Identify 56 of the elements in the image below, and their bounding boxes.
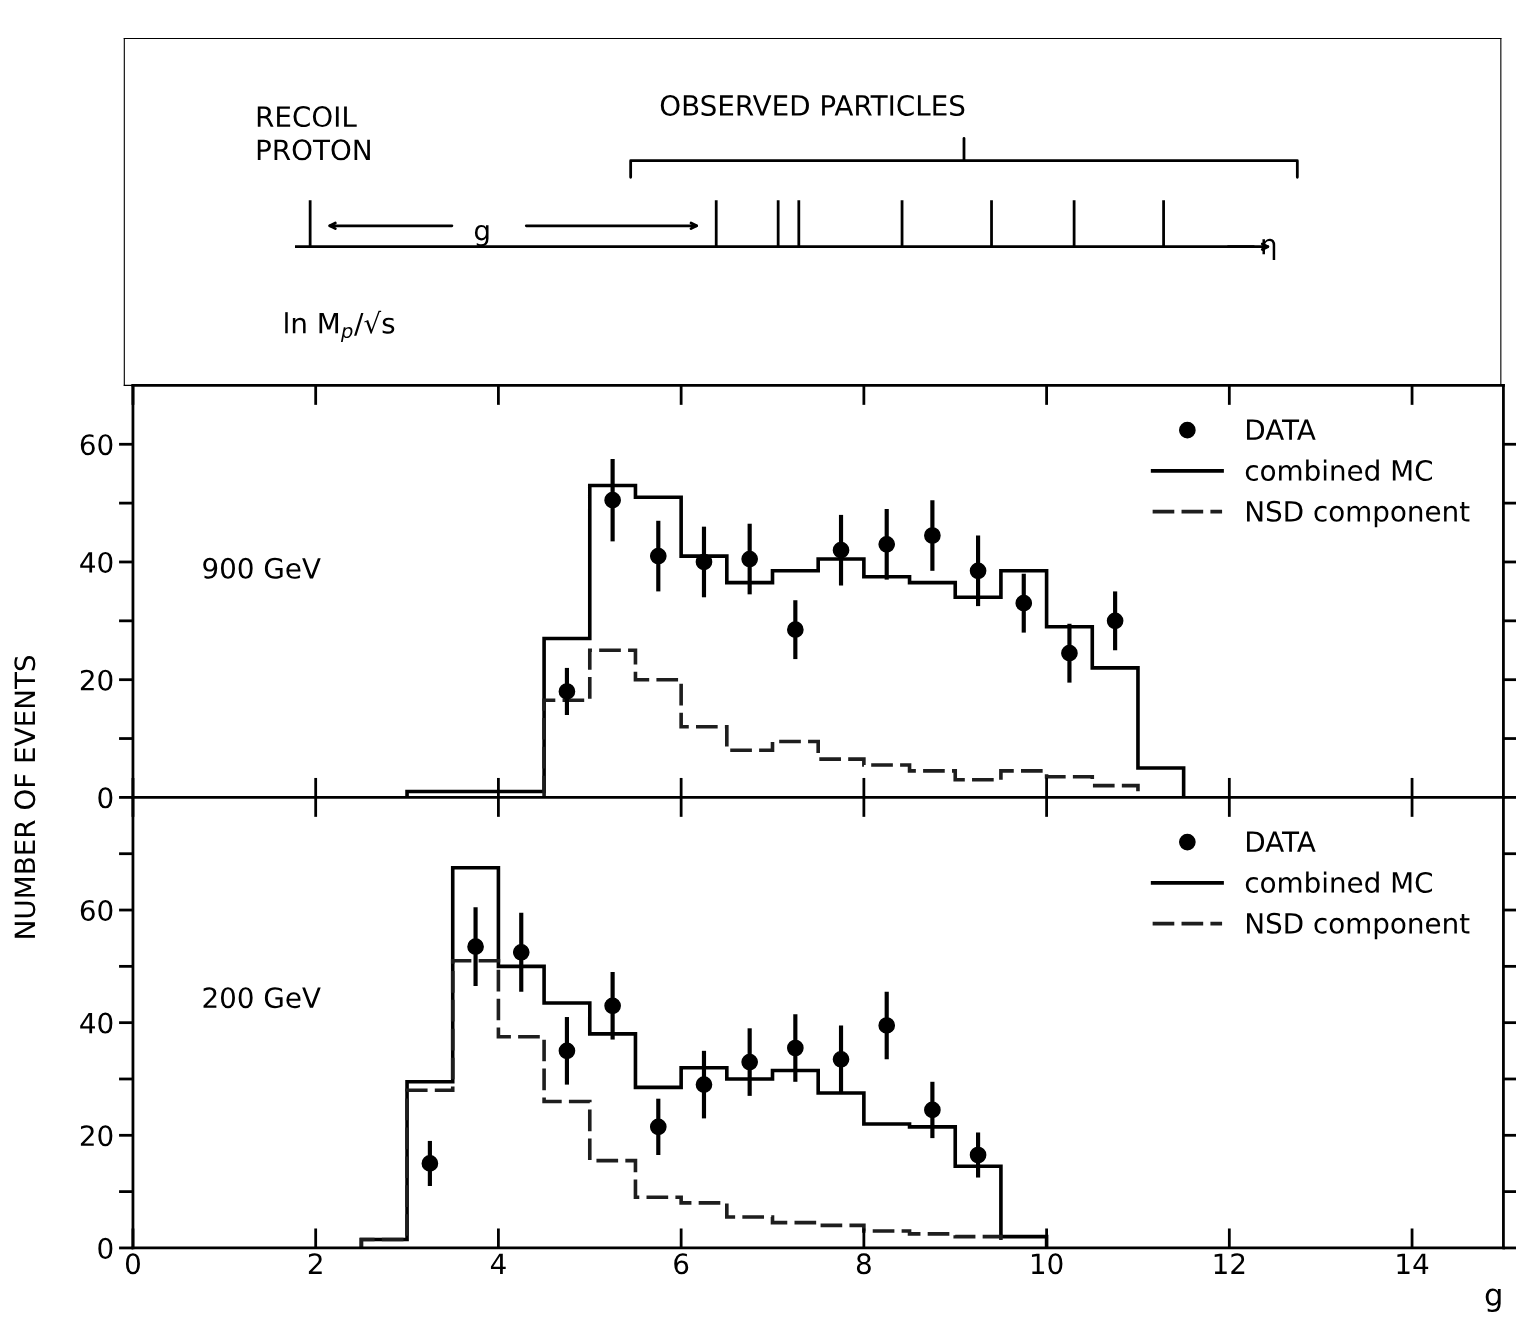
point [604,997,621,1015]
legend-label: combined MC [1245,871,1432,894]
x-axis-title: g [1485,1288,1501,1313]
point [512,943,530,961]
point [787,1039,804,1057]
point [695,553,713,571]
point [604,491,621,509]
y-tick-label: 20 [80,669,113,691]
text: OBSERVED PARTICLES [660,94,965,116]
point [924,1101,941,1119]
x-tick-label: 2 [308,1253,322,1274]
point [741,550,758,568]
point [832,1050,850,1068]
text: ln M$_{p}$/√s [285,310,395,342]
point [969,562,987,580]
point [1106,612,1124,630]
point [467,938,484,955]
x-tick-label: 6 [674,1253,689,1275]
point [558,1042,576,1060]
y-tick-label: 0 [98,1237,113,1259]
y-axis-title: NUMBER OF EVENTS [14,655,36,938]
point [421,1155,439,1172]
x-tick-label: 12 [1214,1253,1245,1274]
legend-label: NSD component [1247,500,1470,528]
point [1061,644,1078,662]
y-tick-label: 20 [80,1125,113,1147]
legend-label: combined MC [1245,459,1432,482]
x-tick-label: 8 [856,1253,871,1275]
x-tick-label: 10 [1031,1253,1063,1275]
y-tick-label: 60 [80,899,113,921]
point [558,683,576,700]
point [787,621,804,638]
legend-label: NSD component [1247,912,1470,940]
y-tick-label: 0 [98,787,113,809]
x-tick-label: 14 [1397,1253,1429,1274]
point [741,1053,758,1071]
point [832,541,850,559]
point [695,1076,713,1093]
x-tick-label: 0 [125,1253,140,1275]
y-tick-label: 40 [80,1012,113,1034]
y-tick-label: 60 [80,434,113,456]
point [649,547,667,565]
text: RECOIL PROTON [257,106,370,161]
x-tick-label: 4 [490,1253,506,1274]
y-tick-label: 40 [80,551,113,573]
legend-label: DATA [1247,831,1316,852]
point [649,1118,667,1136]
point [878,1017,896,1034]
text: g [474,224,489,247]
annotation: 900 GeV [203,557,321,579]
annotation: 200 GeV [203,987,321,1009]
point [1015,594,1033,612]
point [924,527,941,544]
legend-label: DATA [1247,419,1316,440]
point [969,1146,987,1164]
point [878,535,896,553]
